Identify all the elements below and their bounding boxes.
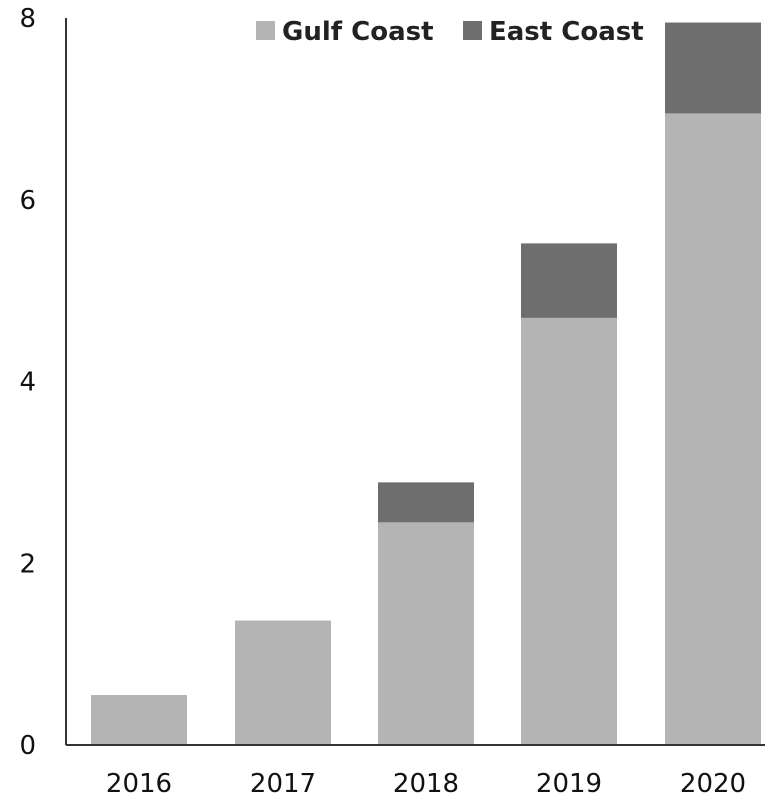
- y-tick-label-2: 2: [19, 549, 36, 579]
- x-tick-label-2017: 2017: [250, 769, 316, 799]
- legend-swatch-gulf-coast: [256, 21, 275, 40]
- bar-gulf-coast-2017: [235, 620, 331, 745]
- bars-group: [91, 22, 761, 745]
- legend-label-east-coast: East Coast: [489, 17, 644, 47]
- legend-label-gulf-coast: Gulf Coast: [282, 17, 434, 47]
- y-tick-label-8: 8: [19, 4, 36, 34]
- bar-gulf-coast-2019: [521, 317, 617, 745]
- bar-gulf-coast-2016: [91, 695, 187, 745]
- bar-gulf-coast-2020: [665, 113, 761, 745]
- y-tick-labels: 0 2 4 6 8: [19, 4, 36, 761]
- y-tick-label-6: 6: [19, 186, 36, 216]
- legend-swatch-east-coast: [463, 21, 482, 40]
- x-tick-label-2019: 2019: [536, 769, 602, 799]
- x-tick-label-2016: 2016: [106, 769, 172, 799]
- bar-east-coast-2020: [665, 22, 761, 114]
- y-tick-label-0: 0: [19, 731, 36, 761]
- bar-gulf-coast-2018: [378, 522, 474, 745]
- legend: Gulf Coast East Coast: [256, 17, 644, 47]
- x-tick-label-2020: 2020: [680, 769, 746, 799]
- x-tick-label-2018: 2018: [393, 769, 459, 799]
- x-tick-labels: 2016 2017 2018 2019 2020: [106, 769, 746, 799]
- y-tick-label-4: 4: [19, 368, 36, 398]
- bar-east-coast-2019: [521, 243, 617, 318]
- bar-east-coast-2018: [378, 482, 474, 523]
